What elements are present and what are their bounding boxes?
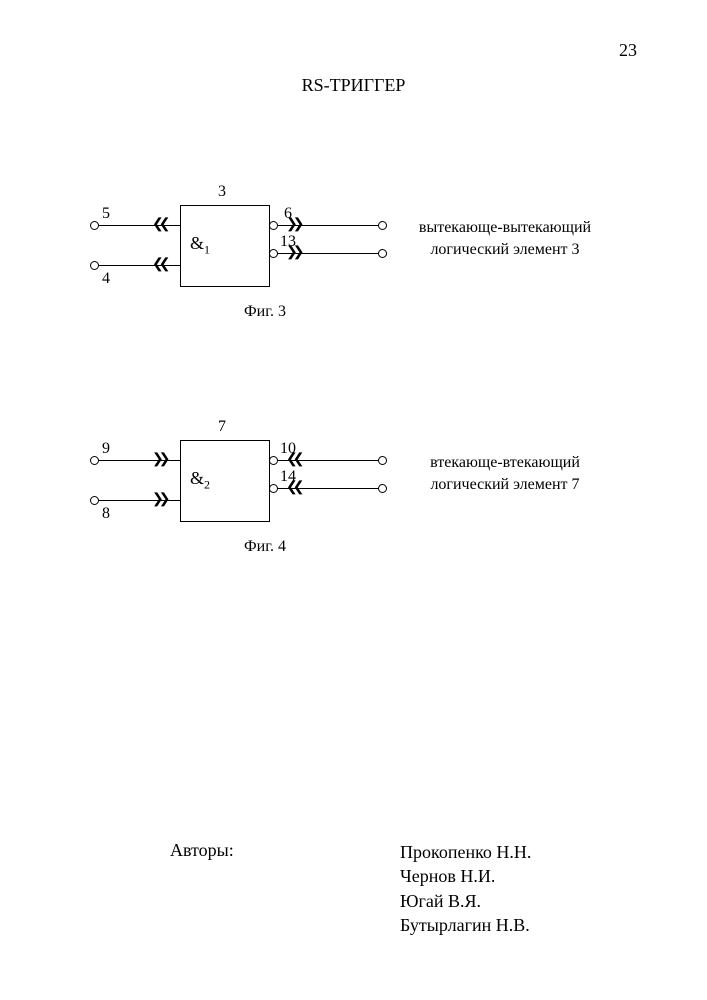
author-3: Югай В.Я.: [400, 889, 531, 913]
pin-label-8: 8: [102, 505, 110, 523]
fig4-desc-line1: втекающе-втекающий: [430, 454, 580, 471]
terminal-6: [378, 221, 387, 230]
gate-id-label-7: 7: [218, 418, 226, 436]
terminal-8: [90, 496, 99, 505]
pin-label-10: 10: [280, 440, 296, 458]
wire-9: [99, 460, 181, 461]
wire-5: [99, 225, 181, 226]
page-title: RS-ТРИГГЕР: [0, 75, 707, 96]
terminal-10: [378, 456, 387, 465]
terminal-14: [378, 484, 387, 493]
terminal-4: [90, 261, 99, 270]
figure-3: &1 3 ❮❮ 5 ❮❮ 4 ❯❯ 6 ❯❯ 13 вытекающе-выте…: [90, 195, 610, 345]
authors-list: Прокопенко Н.Н. Чернов Н.И. Югай В.Я. Бу…: [400, 840, 531, 937]
figure-4-description: втекающе-втекающий логический элемент 7: [390, 452, 620, 497]
fig3-desc-line2: логический элемент 3: [430, 241, 579, 258]
gate-symbol-main-7: &: [190, 468, 204, 488]
pin-label-14: 14: [280, 468, 296, 486]
author-2: Чернов Н.И.: [400, 864, 531, 888]
terminal-13: [378, 249, 387, 258]
terminal-9: [90, 456, 99, 465]
fig3-desc-line1: вытекающе-вытекающий: [419, 219, 591, 236]
page-number: 23: [619, 40, 637, 61]
pin-label-9: 9: [102, 440, 110, 458]
patent-page: 23 RS-ТРИГГЕР &1 3 ❮❮ 5 ❮❮ 4 ❯❯ 6 ❯❯ 13: [0, 0, 707, 1000]
gate-symbol-3: &1: [190, 233, 210, 258]
gate-symbol-7: &2: [190, 468, 210, 493]
figure-4: &2 7 ❯❯ 9 ❯❯ 8 ❮❮ 10 ❮❮ 14 втекающе-втек…: [90, 430, 610, 580]
pin-label-4: 4: [102, 270, 110, 288]
gate-symbol-sub-7: 2: [204, 478, 210, 492]
author-4: Бутырлагин Н.В.: [400, 913, 531, 937]
bubble-6: [269, 221, 278, 230]
fig4-desc-line2: логический элемент 7: [430, 476, 579, 493]
pin-label-13: 13: [280, 233, 296, 251]
author-1: Прокопенко Н.Н.: [400, 840, 531, 864]
bubble-14: [269, 484, 278, 493]
gate-id-label-3: 3: [218, 183, 226, 201]
wire-4: [99, 265, 181, 266]
terminal-5: [90, 221, 99, 230]
gate-symbol-main: &: [190, 233, 204, 253]
pin-label-6: 6: [284, 205, 292, 223]
pin-label-5: 5: [102, 205, 110, 223]
authors-label: Авторы:: [170, 840, 234, 861]
wire-8: [99, 500, 181, 501]
figure-3-caption: Фиг. 3: [90, 303, 440, 321]
figure-3-description: вытекающе-вытекающий логический элемент …: [390, 217, 620, 262]
bubble-10: [269, 456, 278, 465]
gate-symbol-sub: 1: [204, 243, 210, 257]
bubble-13: [269, 249, 278, 258]
figure-4-caption: Фиг. 4: [90, 538, 440, 556]
